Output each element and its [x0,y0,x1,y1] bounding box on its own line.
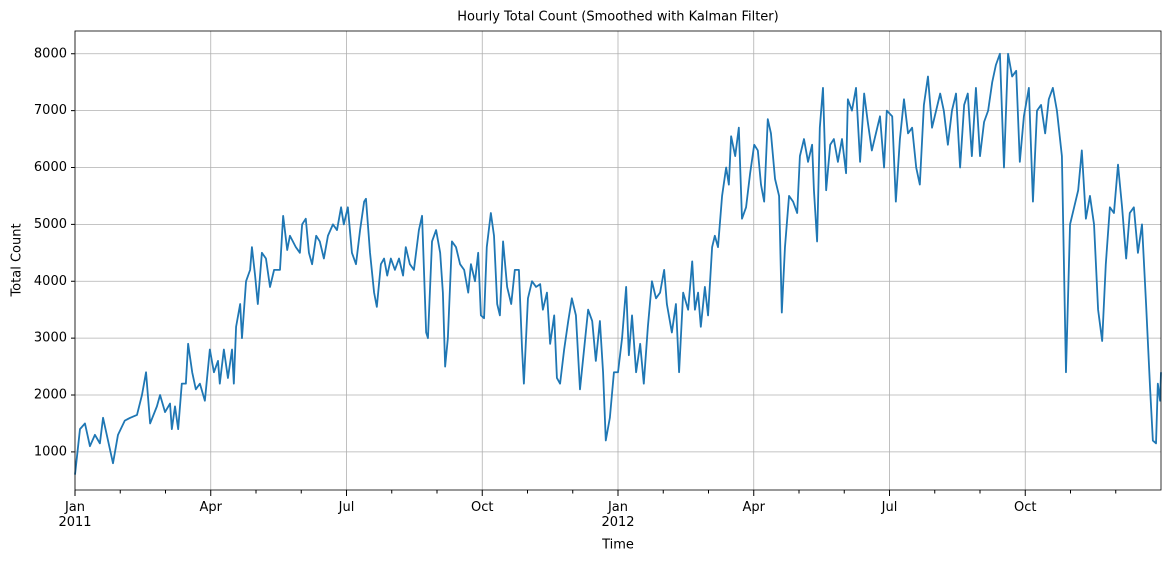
plot-frame [74,30,1162,491]
y-tick-label: 3000 [34,331,67,346]
y-tick-label: 1000 [34,444,67,459]
x-tick-label: Jul [881,500,898,515]
y-tick-label: 7000 [34,103,67,118]
chart-title: Hourly Total Count (Smoothed with Kalman… [457,10,778,25]
x-tick-label: Apr [742,500,766,515]
data-line [74,52,1162,475]
y-axis-label: Total Count [10,223,25,297]
y-tick-label: 8000 [34,46,67,61]
y-tick-label: 2000 [34,388,67,403]
y-tick-label: 4000 [34,274,67,289]
x-tick-label: Jan 2012 [601,500,635,530]
y-tick-label: 5000 [34,217,67,232]
x-tick-label: Jul [338,500,355,515]
x-tick-label: Jan 2011 [58,500,92,530]
x-tick-label: Apr [199,500,223,515]
x-axis-label: Time [601,538,634,553]
x-tick-label: Oct [471,500,494,515]
x-tick-label: Oct [1014,500,1037,515]
y-tick-label: 6000 [34,160,67,175]
